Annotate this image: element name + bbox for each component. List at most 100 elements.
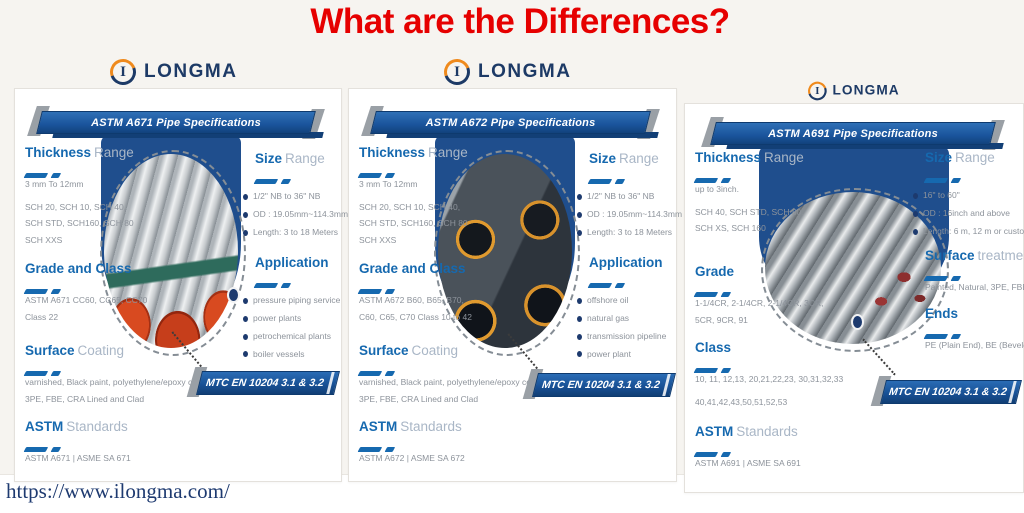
bullet-item: petrochemical plants — [243, 328, 340, 346]
bullet-dot-icon — [577, 297, 582, 304]
dashed-ring — [100, 150, 246, 356]
section-grade-class: Grade and Class ASTM A671 CC60, CC65, CC… — [23, 261, 148, 325]
spec-line: 40,41,42,43,50,51,52,53 — [695, 396, 788, 407]
spec-line: ASTM A671 | ASME SA 671 — [25, 453, 131, 463]
section-application: Application pressure piping service powe… — [243, 255, 340, 363]
bullet-item: natural gas — [577, 310, 666, 328]
panel-a672: ASTM A672 Pipe Specifications Thickness R… — [348, 88, 682, 482]
bullet-dot-icon — [577, 229, 582, 236]
spec-line: SCH 20, SCH 10, SCH 40, — [359, 201, 461, 212]
heading-underline — [253, 274, 340, 287]
section-surface-coating: Surface Coating varnished, Black paint, p… — [23, 343, 216, 407]
section-astm-standards: ASTM Standards ASTM A691 | ASME SA 691 — [693, 424, 801, 472]
spec-line: 3 mm To 12mm — [25, 179, 84, 189]
spec-line: 1-1/4CR, 2-1/4CR, 2-1/4CR, 3CR, — [695, 298, 824, 308]
section-surface-treatment: Surfacetreatment Painted, Natural, 3PE, … — [913, 248, 1024, 296]
bullet-item: pressure piping service — [243, 292, 340, 310]
longma-logo-icon: I — [110, 59, 136, 85]
bullet-dot-icon — [243, 351, 248, 358]
heading-underline — [923, 267, 1024, 280]
section-size-range: Size Range 1/2" NB to 36" NB OD : 19.05mm… — [577, 151, 682, 242]
spec-line: ASTM A691 | ASME SA 691 — [695, 458, 801, 468]
spec-line: 3 mm To 12mm — [359, 179, 418, 189]
bullet-dot-icon — [243, 315, 248, 322]
bullet-item: offshore oil — [577, 292, 666, 310]
page-title: What are the Differences? — [310, 2, 730, 41]
panel-header-title: ASTM A671 Pipe Specifications — [91, 116, 261, 129]
section-size-range: Size Range 16" to 60" OD : 16inch and abo… — [913, 150, 1024, 241]
bullet-item: OD : 19.05mm~114.3mm — [577, 206, 682, 224]
spec-line: SCH XXS — [359, 234, 397, 245]
spec-line: Class 22 — [25, 311, 59, 322]
heading-underline — [23, 438, 131, 451]
spec-line: C60, C65, C70 Class 10 to 42 — [359, 311, 472, 322]
bullet-dot-icon — [577, 211, 582, 218]
longma-logo-icon: I — [444, 59, 470, 85]
brand-name: LONGMA — [832, 83, 900, 99]
spec-line: SCH XXS — [25, 234, 63, 245]
bullet-dot-icon — [577, 315, 582, 322]
bullet-dot-icon — [913, 210, 918, 217]
spec-line: varnished, Black paint, polyethylene/epo… — [25, 377, 216, 387]
heading-underline — [587, 170, 682, 183]
panel-a671: ASTM A671 Pipe Specifications Thickness R… — [14, 88, 348, 482]
heading-underline — [23, 164, 134, 177]
section-class: Class 10, 11, 12,13, 20,21,22,23, 30,31,… — [693, 340, 844, 410]
bullet-item: 1/2" NB to 36" NB — [243, 188, 348, 206]
section-application: Application offshore oil natural gas tra… — [577, 255, 666, 363]
bullet-item: Length: 3 to 18 Meters — [243, 224, 348, 242]
section-surface-coating: Surface Coating varnished, Black paint, p… — [357, 343, 549, 407]
marker-dot-icon — [851, 314, 864, 330]
spec-line: up to 3inch. — [695, 184, 739, 194]
spec-line: ASTM A672 B60, B65, B70, — [359, 295, 464, 305]
bullet-item: power plants — [243, 310, 340, 328]
bullet-item: 16" to 60" — [913, 187, 1024, 205]
spec-line: 10, 11, 12,13, 20,21,22,23, 30,31,32,33 — [695, 374, 844, 384]
bullet-dot-icon — [243, 193, 248, 200]
dashed-ring — [434, 150, 580, 356]
mtc-badge: MTC EN 10204 3.1 & 3.2 — [196, 371, 340, 395]
spec-line: ASTM A671 CC60, CC65, CC70 — [25, 295, 148, 305]
bullet-dot-icon — [243, 333, 248, 340]
panel-header-ribbon: ASTM A671 Pipe Specifications — [36, 111, 324, 138]
heading-underline — [357, 164, 468, 177]
longma-logo: I LONGMA — [110, 59, 237, 85]
spec-line: SCH 20, SCH 10, SCH 40, — [25, 201, 127, 212]
mtc-badge: MTC EN 10204 3.1 & 3.2 — [532, 373, 676, 397]
spec-line: ASTM A672 | ASME SA 672 — [359, 453, 465, 463]
section-astm-standards: ASTM Standards ASTM A672 | ASME SA 672 — [357, 419, 465, 467]
heading-underline — [923, 325, 1024, 338]
bullet-dot-icon — [577, 333, 582, 340]
heading-underline — [357, 438, 465, 451]
heading-underline — [923, 169, 1024, 182]
heading-underline — [693, 283, 824, 296]
panel-header-ribbon: ASTM A672 Pipe Specifications — [370, 111, 659, 138]
spec-line: Painted, Natural, 3PE, FBE — [925, 282, 1024, 292]
bullet-dot-icon — [243, 211, 248, 218]
brand-name: LONGMA — [478, 61, 572, 82]
bullet-item: boiler vessels — [243, 346, 340, 364]
section-size-range: Size Range 1/2" NB to 36" NB OD : 19.05mm… — [243, 151, 348, 242]
marker-dot-icon — [227, 287, 240, 303]
heading-underline — [693, 169, 804, 182]
bullet-dot-icon — [243, 297, 248, 304]
spec-line: PE (Plain End), BE (Beveled) — [925, 340, 1024, 350]
spec-line: SCH STD, SCH160, SCH 80 — [25, 218, 134, 229]
dashed-ring — [761, 188, 949, 352]
website-url-link[interactable]: https://www.ilongma.com/ — [6, 479, 230, 503]
bullet-item: 1/2" NB to 36" NB — [577, 188, 682, 206]
section-thickness-range: Thickness Range up to 3inch. SCH 40, SCH … — [693, 150, 804, 237]
bullet-dot-icon — [577, 193, 582, 200]
panel-header-ribbon: ASTM A691 Pipe Specifications — [710, 122, 1004, 149]
heading-underline — [253, 170, 348, 183]
bullet-dot-icon — [913, 228, 918, 235]
spec-line: SCH XS, SCH 160 — [695, 223, 766, 234]
heading-underline — [693, 359, 843, 372]
brand-name: LONGMA — [144, 61, 238, 82]
bullet-dot-icon — [243, 229, 248, 236]
bullet-item: OD : 19.05mm~114.3mm — [243, 206, 348, 224]
bullet-item: power plant — [577, 346, 666, 364]
bullet-item: Length: 6 m, 12 m or custom — [913, 223, 1024, 241]
panel-a691: ASTM A691 Pipe Specifications Thickness R… — [684, 103, 1024, 493]
section-grade-class: Grade and Class ASTM A672 B60, B65, B70,… — [357, 261, 472, 325]
